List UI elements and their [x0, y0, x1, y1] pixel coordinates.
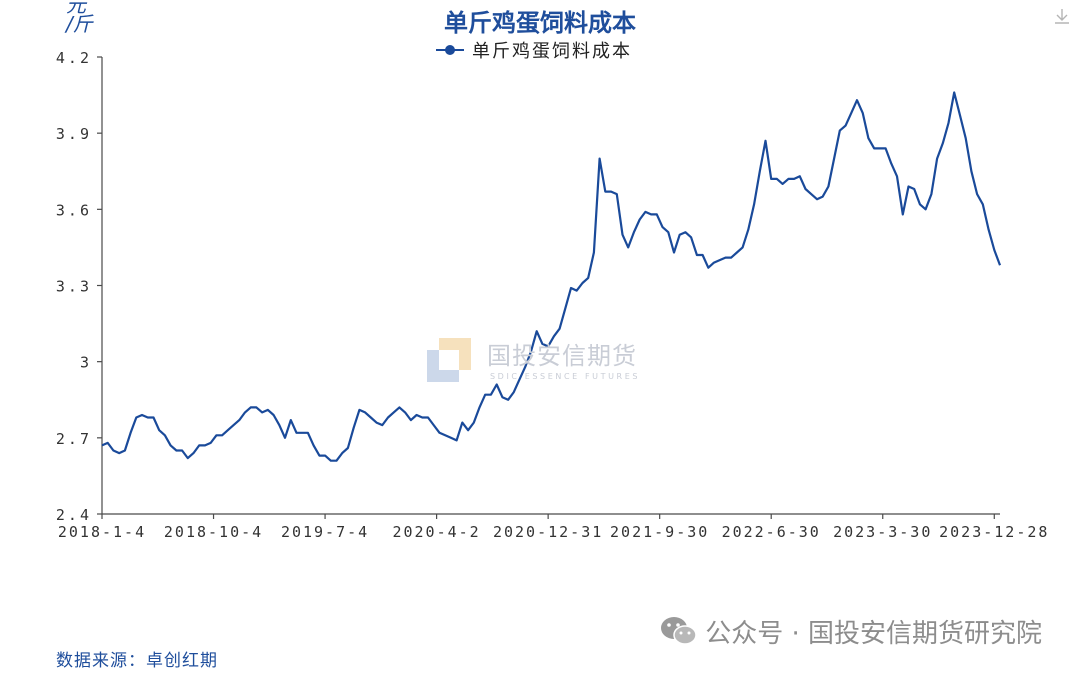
watermark-name: 国投安信期货	[487, 342, 637, 370]
watermark-subtitle: SDIC ESSENCE FUTURES	[490, 372, 641, 381]
legend-label: 单斤鸡蛋饲料成本	[472, 41, 632, 62]
chart-title: 单斤鸡蛋饲料成本	[444, 9, 636, 37]
x-tick-label: 2023-12-28	[939, 523, 1049, 541]
x-tick-label: 2022-6-30	[722, 523, 821, 541]
y-tick-label: 2.4	[56, 506, 92, 524]
unit-top: 元	[66, 0, 86, 17]
footer-watermark: 公众号 · 国投安信期货研究院	[659, 611, 1042, 651]
y-axis-unit: 元 /斤	[66, 0, 102, 34]
x-axis-ticks: 2018-1-4 2018-10-4 2019-7-4 2020-4-2 2020-12…	[58, 514, 1049, 541]
x-tick-label: 2023-3-30	[833, 523, 932, 541]
x-tick-label: 2018-1-4	[58, 523, 146, 541]
download-icon[interactable]	[1052, 6, 1072, 26]
legend: 单斤鸡蛋饲料成本	[436, 41, 632, 62]
data-source: 数据来源：卓创红期	[56, 651, 218, 671]
x-tick-label: 2019-7-4	[281, 523, 369, 541]
x-tick-label: 2020-4-2	[392, 523, 480, 541]
legend-marker	[445, 45, 455, 55]
y-axis-ticks: 2.4 2.7 3 3.3 3.6 3.9 4.2	[56, 49, 102, 524]
wechat-icon	[661, 617, 697, 645]
x-tick-label: 2018-10-4	[164, 523, 263, 541]
x-tick-label: 2020-12-31	[493, 523, 603, 541]
y-tick-label: 3.6	[56, 201, 92, 219]
series-line	[101, 91, 1002, 462]
logo-icon	[427, 338, 471, 382]
y-tick-label: 4.2	[56, 49, 92, 67]
y-tick-label: 2.7	[56, 430, 92, 448]
footer-text: 公众号 · 国投安信期货研究院	[705, 618, 1042, 649]
y-tick-label: 3	[80, 354, 92, 372]
unit-bottom: /斤	[66, 12, 93, 36]
y-tick-label: 3.3	[56, 278, 92, 296]
x-tick-label: 2021-9-30	[610, 523, 709, 541]
y-tick-label: 3.9	[56, 125, 92, 143]
